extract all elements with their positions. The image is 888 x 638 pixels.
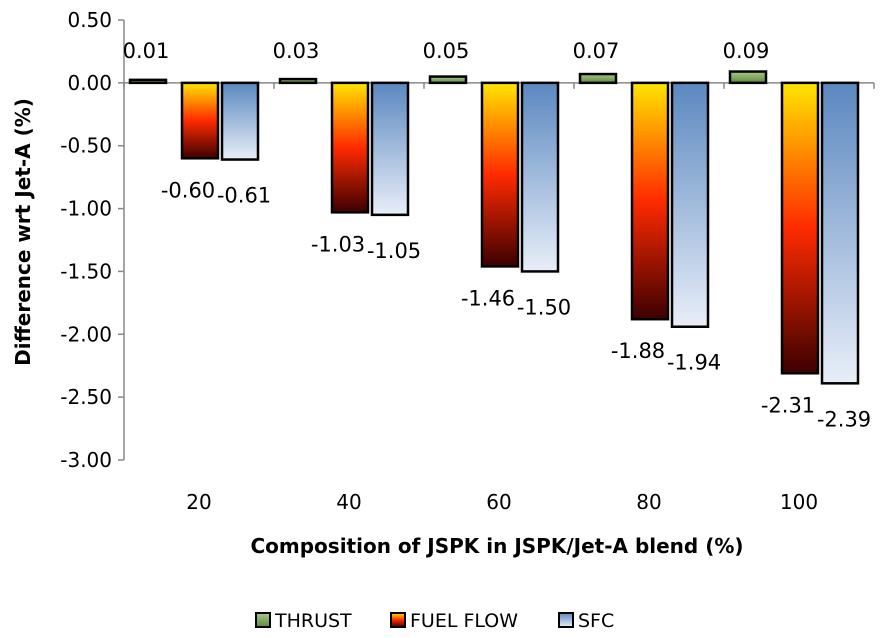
legend-thrust-swatch: [255, 612, 271, 628]
fuel-flow-data-label: -1.03: [311, 232, 365, 256]
fuel-flow-data-label: -0.60: [161, 178, 215, 202]
x-tick-label: 60: [486, 490, 511, 514]
thrust-bar: [578, 72, 618, 85]
x-tick-label: 20: [186, 490, 211, 514]
y-axis: 0.50 0.00 -0.50 -1.00 -1.50 -2.00 -2.50 -3.00: [60, 8, 125, 472]
sfc-data-label: -2.39: [817, 407, 871, 431]
x-tick-label: 40: [336, 490, 361, 514]
thrust-bar: [278, 77, 318, 85]
bars: [128, 70, 860, 385]
legend-sfc-label: SFC: [578, 610, 614, 632]
y-tick-label: -1.00: [60, 197, 112, 221]
legend-sfc-swatch: [558, 612, 574, 628]
thrust-data-label: 0.07: [573, 39, 620, 63]
y-tick-label: -1.50: [60, 259, 112, 283]
legend-fuel-flow: FUEL FLOW: [390, 610, 518, 632]
x-tick-label: 100: [780, 490, 818, 514]
thrust-data-label: 0.05: [423, 39, 470, 63]
thrust-data-label: 0.01: [123, 39, 170, 63]
thrust-bar: [728, 70, 768, 85]
fuel-flow-bar: [180, 81, 220, 160]
y-tick-label: -2.00: [60, 322, 112, 346]
legend-thrust-label: THRUST: [274, 610, 352, 632]
sfc-data-label: -1.50: [517, 295, 571, 319]
y-tick-label: -2.50: [60, 385, 112, 409]
sfc-data-label: -1.05: [367, 239, 421, 263]
legend-fuel-flow-label: FUEL FLOW: [410, 610, 518, 632]
x-axis-title: Composition of JSPK in JSPK/Jet-A blend …: [250, 534, 743, 558]
thrust-bar: [128, 78, 168, 85]
y-tick-label: 0.00: [67, 71, 112, 95]
thrust-data-label: 0.09: [723, 39, 770, 63]
legend-sfc: SFC: [558, 610, 614, 632]
y-tick-label: -3.00: [60, 448, 112, 472]
sfc-bar: [220, 81, 260, 161]
thrust-data-label: 0.03: [273, 39, 320, 63]
sfc-bar: [820, 81, 860, 385]
fuel-flow-bar: [780, 81, 820, 375]
sfc-bar: [670, 81, 710, 328]
fuel-flow-data-label: -2.31: [761, 393, 815, 417]
sfc-bar: [520, 81, 560, 273]
legend-fuel-flow-swatch: [390, 612, 406, 628]
sfc-data-label: -1.94: [667, 351, 721, 375]
fuel-flow-bar: [630, 81, 670, 321]
legend: THRUST FUEL FLOW SFC: [255, 610, 614, 632]
fuel-flow-data-label: -1.88: [611, 339, 665, 363]
thrust-bar: [428, 75, 468, 85]
fuel-flow-bar: [480, 81, 520, 268]
y-tick-label: 0.50: [67, 8, 112, 32]
legend-thrust: THRUST: [255, 610, 352, 632]
data-labels: 0.01 0.03 0.05 0.07 0.09 -0.60 -1.03 -1.46 -1.88…: [123, 39, 872, 431]
sfc-bar: [370, 81, 410, 217]
fuel-flow-bar: [330, 81, 370, 214]
fuel-flow-data-label: -1.46: [461, 286, 515, 310]
y-tick-label: -0.50: [60, 134, 112, 158]
x-tick-label: 80: [636, 490, 661, 514]
sfc-data-label: -0.61: [217, 184, 271, 208]
y-axis-title: Difference wrt Jet-A (%): [11, 98, 35, 366]
